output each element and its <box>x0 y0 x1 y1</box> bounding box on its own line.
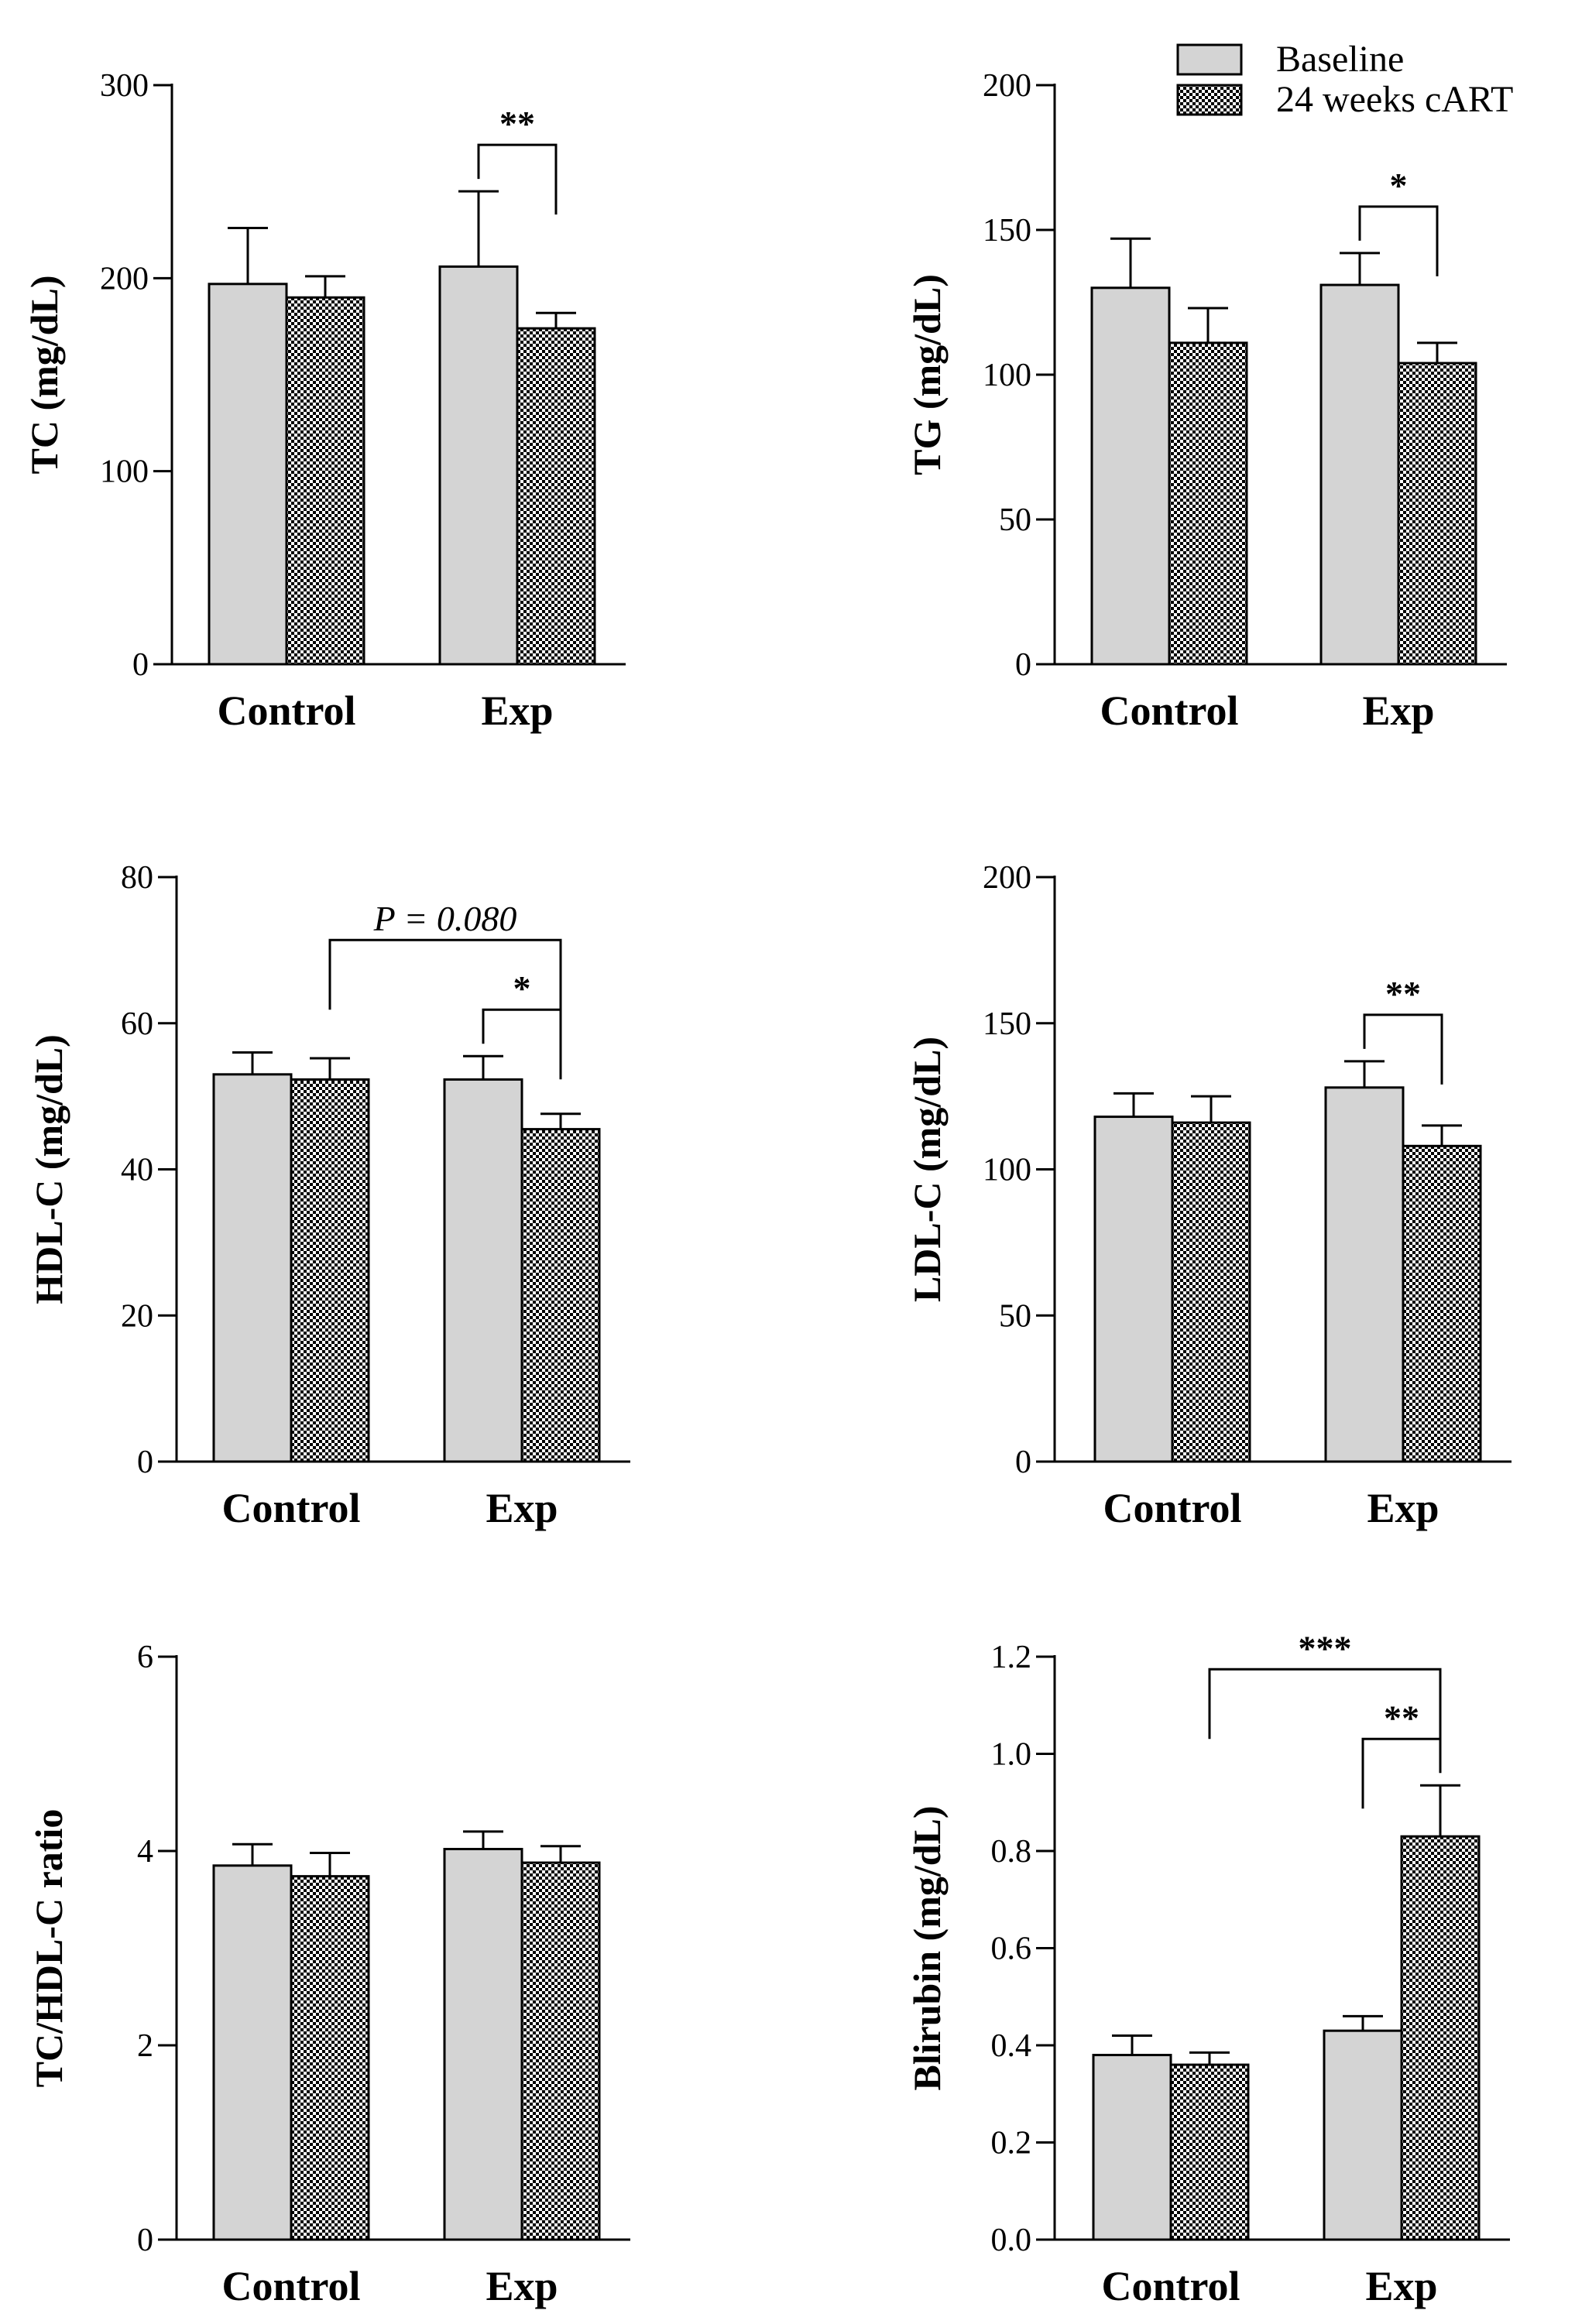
legend: Baseline 24 weeks cART <box>1176 39 1513 120</box>
chart-panel-5: 0 2 4 6 Control Exp TC/HDL-C ratio <box>27 1640 630 2309</box>
x-tick-label-control: Control <box>217 687 355 734</box>
significance-bracket <box>1361 1737 1442 1809</box>
y-tick-label: 200 <box>983 860 1031 896</box>
y-tick-label: 0 <box>137 1445 153 1480</box>
y-tick-label: 40 <box>121 1153 153 1188</box>
y-axis-label: Blirubin (mg/dL) <box>905 1805 949 2090</box>
y-tick-label: 50 <box>999 502 1031 538</box>
x-tick-label-exp: Exp <box>1365 2263 1437 2309</box>
x-tick-label-exp: Exp <box>486 1485 558 1531</box>
y-tick-label: 0.2 <box>991 2126 1032 2161</box>
y-tick-label: 1.0 <box>991 1737 1032 1773</box>
significance-bracket <box>482 1008 562 1080</box>
x-tick-label-control: Control <box>1103 1485 1241 1531</box>
significance-bracket <box>1358 205 1439 276</box>
bar-baseline-control <box>1090 286 1171 666</box>
significance-label: *** <box>1299 1628 1352 1668</box>
significance-bracket <box>1363 1013 1443 1085</box>
bar-24-weeks-cart-exp <box>1400 1835 1481 2241</box>
y-axis-label: TG (mg/dL) <box>905 274 949 475</box>
y-tick-label: 150 <box>983 1006 1031 1042</box>
x-tick-label-control: Control <box>1100 687 1238 734</box>
bar-24-weeks-cart-control <box>1169 2063 1250 2241</box>
y-tick-label: 100 <box>983 358 1031 393</box>
significance-label: ** <box>1384 1698 1419 1737</box>
y-tick-label: 2 <box>137 2028 153 2064</box>
y-tick-label: 0 <box>137 2223 153 2258</box>
y-axis-label: HDL-C (mg/dL) <box>27 1034 70 1304</box>
significance-label: * <box>513 968 531 1008</box>
significance-bracket <box>477 143 558 215</box>
chart-panel-6: 0.0 0.2 0.4 0.6 0.8 1.0 1.2 Control Exp Blirubin … <box>905 1628 1510 2309</box>
y-tick-label: 6 <box>137 1640 153 1675</box>
y-tick-label: 150 <box>983 213 1031 249</box>
bar-baseline-exp <box>443 1078 523 1463</box>
bar-baseline-control <box>212 1864 293 2241</box>
y-tick-label: 80 <box>121 860 153 896</box>
bar-baseline-control <box>1093 1116 1174 1463</box>
y-tick-label: 0 <box>132 647 149 683</box>
x-tick-label-exp: Exp <box>481 687 553 734</box>
bar-24-weeks-cart-control <box>290 1078 370 1463</box>
y-tick-label: 0.6 <box>991 1932 1032 1967</box>
significance-bracket <box>1208 1668 1442 1740</box>
chart-panel-1: 0 100 200 300 Control Exp TC (mg/dL) ** <box>22 68 626 734</box>
legend-label-baseline: Baseline <box>1276 39 1404 80</box>
chart-panel-2: 0 50 100 150 200 Control Exp TG (mg/dL) * <box>905 68 1507 734</box>
x-tick-label-exp: Exp <box>486 2263 558 2309</box>
bar-baseline-exp <box>1319 283 1400 666</box>
y-tick-label: 20 <box>121 1298 153 1334</box>
bar-24-weeks-cart-exp <box>1397 362 1477 666</box>
significance-bracket <box>328 938 562 1010</box>
y-tick-label: 60 <box>121 1006 153 1042</box>
y-tick-label: 200 <box>983 68 1031 104</box>
significance-label: P = 0.080 <box>373 899 517 938</box>
bar-24-weeks-cart-exp <box>516 327 596 666</box>
y-axis-label: TC (mg/dL) <box>22 276 66 475</box>
y-tick-label: 0.0 <box>991 2223 1032 2258</box>
bar-24-weeks-cart-exp <box>520 1128 601 1463</box>
y-tick-label: 0.8 <box>991 1834 1032 1870</box>
legend-swatch-24-weeks-cart <box>1176 84 1243 116</box>
bar-24-weeks-cart-exp <box>520 1861 601 2241</box>
bar-baseline-exp <box>1323 2029 1403 2241</box>
bar-24-weeks-cart-control <box>290 1875 370 2241</box>
y-tick-label: 4 <box>137 1834 153 1870</box>
significance-label: * <box>1390 166 1408 205</box>
y-axis-label: LDL-C (mg/dL) <box>905 1037 949 1302</box>
bar-baseline-exp <box>438 265 519 666</box>
chart-panel-3: 0 20 40 60 80 Control Exp HDL-C (mg/dL) * P = 0.0… <box>27 860 630 1531</box>
y-tick-label: 50 <box>999 1298 1031 1334</box>
y-tick-label: 200 <box>100 261 149 296</box>
bar-24-weeks-cart-control <box>1171 1121 1251 1463</box>
chart-panel-4: 0 50 100 150 200 Control Exp LDL-C (mg/dL) ** <box>905 860 1512 1531</box>
legend-label-24-weeks-cart: 24 weeks cART <box>1276 79 1513 120</box>
legend-swatch-baseline <box>1176 43 1243 76</box>
y-tick-label: 0 <box>1015 647 1031 683</box>
y-tick-label: 0 <box>1015 1445 1031 1480</box>
bar-24-weeks-cart-control <box>1168 341 1248 666</box>
bar-baseline-control <box>212 1073 293 1463</box>
bar-baseline-control <box>208 283 288 666</box>
x-tick-label-exp: Exp <box>1362 687 1434 734</box>
x-tick-label-control: Control <box>1101 2263 1240 2309</box>
bar-baseline-exp <box>443 1847 523 2241</box>
bar-baseline-exp <box>1324 1086 1405 1463</box>
y-tick-label: 0.4 <box>991 2028 1032 2064</box>
y-tick-label: 1.2 <box>991 1640 1032 1675</box>
significance-label: ** <box>1385 974 1421 1013</box>
bar-24-weeks-cart-control <box>285 296 365 666</box>
y-tick-label: 300 <box>100 68 149 104</box>
y-axis-label: TC/HDL-C ratio <box>27 1809 70 2088</box>
bar-baseline-control <box>1092 2054 1172 2241</box>
bar-24-weeks-cart-exp <box>1402 1144 1482 1463</box>
y-tick-label: 100 <box>100 454 149 490</box>
y-tick-label: 100 <box>983 1153 1031 1188</box>
x-tick-label-exp: Exp <box>1367 1485 1439 1531</box>
x-tick-label-control: Control <box>221 2263 360 2309</box>
x-tick-label-control: Control <box>221 1485 360 1531</box>
significance-label: ** <box>499 104 535 143</box>
